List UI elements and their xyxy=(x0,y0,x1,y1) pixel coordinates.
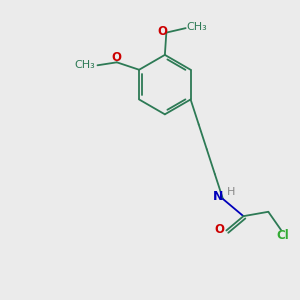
Text: H: H xyxy=(227,188,236,197)
Text: CH₃: CH₃ xyxy=(75,60,95,70)
Text: O: O xyxy=(158,25,168,38)
Text: N: N xyxy=(212,190,223,203)
Text: CH₃: CH₃ xyxy=(187,22,207,32)
Text: Cl: Cl xyxy=(276,230,289,242)
Text: O: O xyxy=(112,51,122,64)
Text: O: O xyxy=(215,223,225,236)
